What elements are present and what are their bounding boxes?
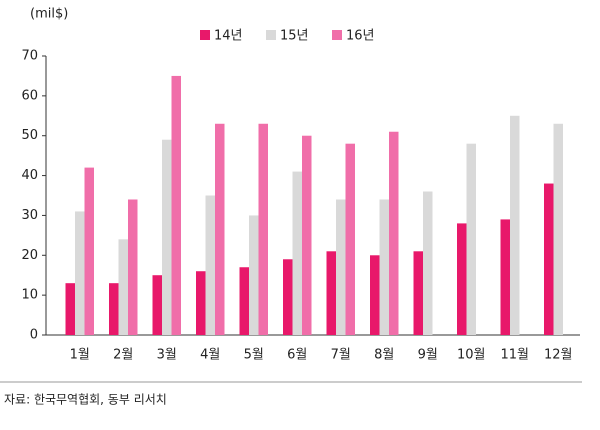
bar: [326, 251, 336, 335]
bar: [205, 195, 215, 335]
bar: [84, 167, 94, 335]
legend-label: 14년: [214, 29, 243, 44]
y-tick-label: 70: [21, 49, 38, 64]
legend-label: 16년: [346, 29, 375, 44]
y-tick-label: 0: [30, 328, 38, 343]
bar: [544, 183, 554, 335]
bar: [65, 283, 75, 335]
x-tick-label: 10월: [457, 348, 486, 363]
y-tick-label: 50: [21, 128, 38, 143]
bar: [345, 143, 355, 335]
bar: [553, 123, 563, 335]
bar: [466, 143, 476, 335]
bar: [118, 239, 128, 335]
bar: [128, 199, 138, 335]
unit-label: (mil$): [30, 7, 68, 22]
bar: [215, 123, 225, 335]
bar: [171, 75, 181, 335]
x-tick-label: 9월: [418, 348, 438, 363]
bar: [196, 271, 206, 335]
x-tick-label: 3월: [157, 348, 177, 363]
x-tick-label: 11월: [500, 348, 529, 363]
bar: [336, 199, 346, 335]
x-tick-label: 12월: [544, 348, 573, 363]
bar: [239, 267, 249, 335]
x-tick-label: 6월: [287, 348, 307, 363]
y-tick-label: 60: [21, 88, 38, 103]
x-tick-label: 5월: [244, 348, 264, 363]
x-tick-label: 8월: [374, 348, 394, 363]
bar: [258, 123, 268, 335]
bar: [302, 135, 312, 335]
y-tick-label: 10: [21, 288, 38, 303]
y-tick-label: 20: [21, 248, 38, 263]
bar: [75, 211, 85, 335]
bar: [379, 199, 389, 335]
bar: [370, 255, 380, 335]
legend-label: 15년: [280, 29, 309, 44]
legend-swatch: [266, 30, 276, 40]
legend-swatch: [200, 30, 210, 40]
source-note: 자료: 한국무역협회, 동부 리서치: [4, 393, 167, 407]
bar: [389, 131, 399, 335]
bar: [413, 251, 423, 335]
bar: [249, 215, 259, 335]
x-tick-label: 4월: [200, 348, 220, 363]
x-tick-label: 7월: [331, 348, 351, 363]
bar: [292, 171, 302, 335]
bar: [109, 283, 119, 335]
legend-swatch: [332, 30, 342, 40]
x-tick-label: 1월: [70, 348, 90, 363]
bar: [152, 275, 162, 335]
bar: [510, 115, 520, 336]
bar: [500, 219, 510, 335]
bar: [283, 259, 293, 335]
bar: [457, 223, 467, 335]
y-tick-label: 40: [21, 168, 38, 183]
bar: [423, 191, 433, 335]
x-tick-label: 2월: [113, 348, 133, 363]
bar: [162, 139, 172, 335]
y-tick-label: 30: [21, 208, 38, 223]
